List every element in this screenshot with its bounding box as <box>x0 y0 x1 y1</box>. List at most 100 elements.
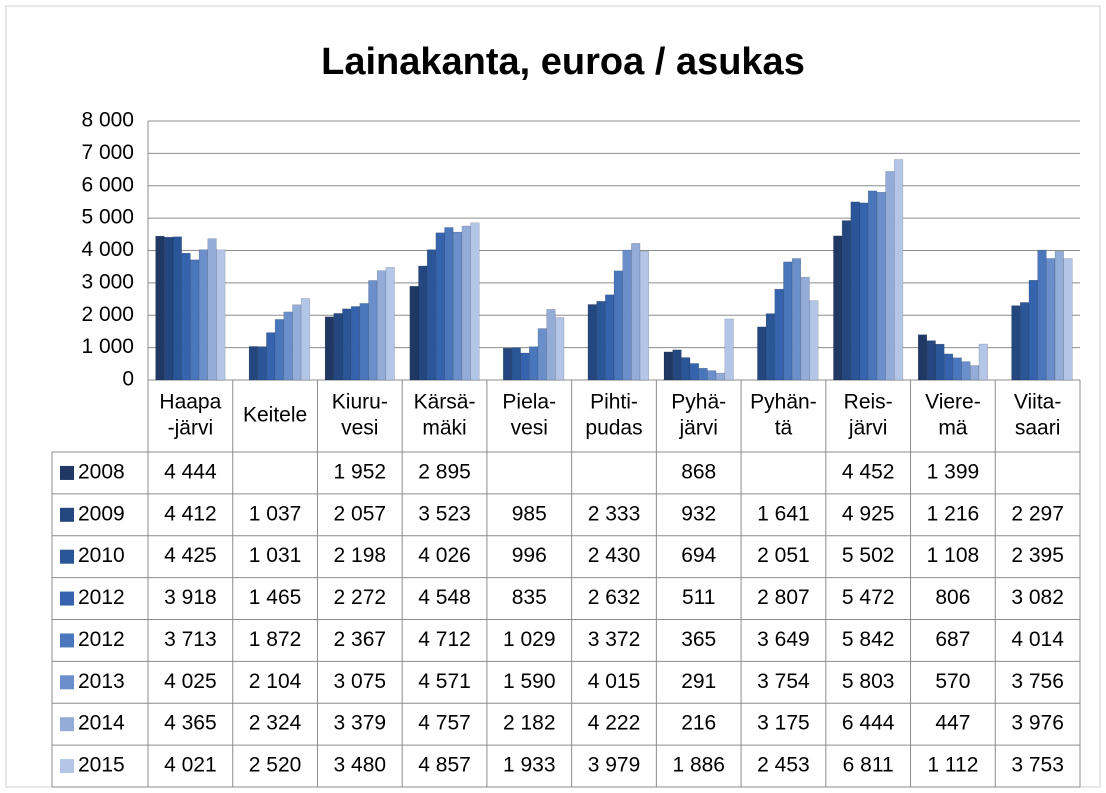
bar <box>850 201 860 381</box>
bar <box>461 225 471 381</box>
bar <box>409 286 419 381</box>
data-label: 3 175 <box>757 712 810 735</box>
x-tick-label: järvi <box>678 417 718 440</box>
bar <box>333 313 343 381</box>
data-label: 6 811 <box>843 754 894 777</box>
bar <box>368 280 378 381</box>
bar <box>1020 302 1030 381</box>
data-label: 2 057 <box>334 502 387 525</box>
bar <box>216 249 226 381</box>
bar <box>555 317 565 381</box>
legend-label: 2013 <box>78 670 125 693</box>
data-label: 4 222 <box>588 712 641 735</box>
bar <box>943 353 954 381</box>
data-label: 806 <box>935 586 970 609</box>
data-label: 2 367 <box>334 628 387 651</box>
data-label: 3 756 <box>1011 670 1064 693</box>
bar <box>300 298 311 381</box>
bar <box>190 259 200 381</box>
data-label: 1 641 <box>757 502 810 525</box>
bar <box>885 171 895 381</box>
bar <box>248 346 258 381</box>
legend-key <box>60 591 74 606</box>
bar <box>418 265 428 381</box>
bar <box>587 304 597 381</box>
bar <box>359 303 369 381</box>
bar <box>1054 251 1064 381</box>
data-label: 4 412 <box>164 502 217 525</box>
y-tick-label: 8 000 <box>81 109 134 132</box>
bar <box>342 308 352 381</box>
data-label: 4 021 <box>164 754 217 777</box>
data-label: 2 051 <box>757 544 810 567</box>
bar <box>622 249 632 381</box>
bar <box>859 202 869 381</box>
bar <box>164 236 174 381</box>
bar <box>274 319 285 381</box>
data-label: 3 379 <box>334 712 387 735</box>
data-label: 2 198 <box>334 544 387 567</box>
bar <box>663 351 673 381</box>
bar <box>596 301 606 381</box>
bar <box>511 347 521 381</box>
data-label: 2 104 <box>249 670 302 693</box>
bar <box>867 190 878 381</box>
x-tick-label: Keitele <box>243 404 307 427</box>
data-label: 2 395 <box>1011 544 1064 567</box>
bar <box>681 357 691 381</box>
data-label: 2 324 <box>249 712 302 735</box>
data-label: 4 365 <box>164 712 217 735</box>
bar <box>639 250 649 381</box>
bar <box>783 261 793 381</box>
x-tick-label: tä <box>775 417 793 440</box>
bar <box>283 311 293 381</box>
bar <box>520 352 530 381</box>
data-label: 2 895 <box>418 460 471 483</box>
legend-label: 2012 <box>78 628 125 651</box>
data-label: 3 976 <box>1011 712 1064 735</box>
bar <box>833 235 843 381</box>
x-tick-label: Kärsä- <box>414 391 476 414</box>
data-label: 365 <box>681 628 716 651</box>
bar <box>470 222 480 381</box>
data-label: 3 649 <box>757 628 810 651</box>
data-label: 2 297 <box>1011 502 1064 525</box>
legend-key <box>60 675 74 690</box>
bar <box>1063 258 1073 381</box>
data-label: 5 472 <box>842 586 895 609</box>
x-tick-label: vesi <box>511 417 548 440</box>
data-label: 4 857 <box>418 754 471 777</box>
data-label: 2 430 <box>588 544 641 567</box>
legend-label: 2009 <box>78 502 125 525</box>
data-label: 291 <box>681 670 716 693</box>
bar <box>350 306 361 381</box>
bar <box>935 343 945 381</box>
data-label: 835 <box>512 586 547 609</box>
bar <box>426 249 437 381</box>
bar <box>952 357 962 381</box>
data-label: 687 <box>935 628 970 651</box>
bar <box>809 300 819 381</box>
data-label: 5 502 <box>842 544 895 567</box>
bar <box>893 159 904 381</box>
bar <box>800 276 810 381</box>
data-label: 1 952 <box>334 460 387 483</box>
bar <box>876 191 886 381</box>
bar <box>198 249 208 381</box>
data-label: 2 807 <box>757 586 810 609</box>
legend-label: 2010 <box>78 544 125 567</box>
data-label: 1 933 <box>503 754 556 777</box>
bar <box>1011 305 1021 381</box>
bar <box>376 270 387 381</box>
bar <box>689 363 699 381</box>
data-label: 1 465 <box>249 586 302 609</box>
bar <box>207 238 217 381</box>
legend-label: 2015 <box>78 754 125 777</box>
data-label: 3 082 <box>1011 586 1064 609</box>
bar <box>546 309 556 381</box>
data-label: 3 713 <box>164 628 217 651</box>
bar <box>502 347 513 381</box>
legend-key <box>60 759 74 774</box>
bar <box>155 235 165 381</box>
